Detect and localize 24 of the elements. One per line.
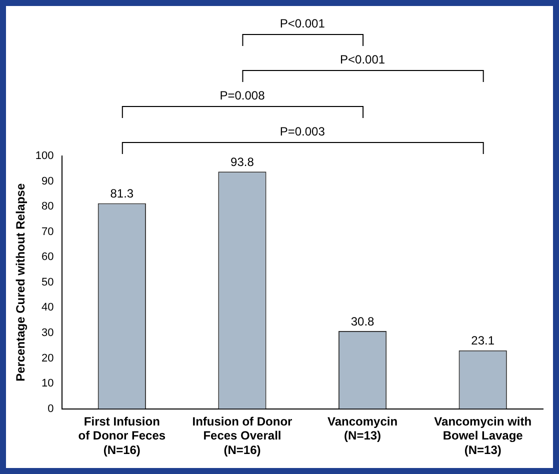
x-tick-label: Infusion of Donor Feces Overall (N=16) <box>192 414 293 458</box>
y-tick-label: 40 <box>42 302 54 314</box>
y-tick-label: 90 <box>42 175 54 188</box>
data-label: 23.1 <box>471 334 495 348</box>
data-label: 81.3 <box>110 186 134 201</box>
y-tick-label: 100 <box>35 150 54 162</box>
y-tick-label: 60 <box>42 251 54 264</box>
y-tick-label: 80 <box>42 200 54 213</box>
text: P<0.001 <box>280 16 326 30</box>
data-label: 93.8 <box>230 154 254 169</box>
text: P=0.003 <box>280 124 326 138</box>
x-tick-label: First Infusion of Donor Feces (N=16) <box>78 414 166 458</box>
text: P=0.008 <box>220 88 266 102</box>
y-tick-label: 50 <box>42 276 54 288</box>
x-tick-label: Vancomycin with Bowel Lavage (N=13) <box>434 414 532 458</box>
data-label: 30.8 <box>350 314 375 328</box>
y-tick-label: 0 <box>48 402 54 415</box>
y-axis-title: Percentage Cured without Relapse <box>14 183 28 382</box>
y-tick-label: 30 <box>42 326 54 339</box>
y-tick-label: 10 <box>42 378 54 390</box>
y-tick-label: 20 <box>42 352 54 364</box>
y-tick-label: 70 <box>42 226 54 238</box>
x-tick-label: Vancomycin (N=13) <box>328 414 398 443</box>
text: P<0.001 <box>340 52 386 66</box>
